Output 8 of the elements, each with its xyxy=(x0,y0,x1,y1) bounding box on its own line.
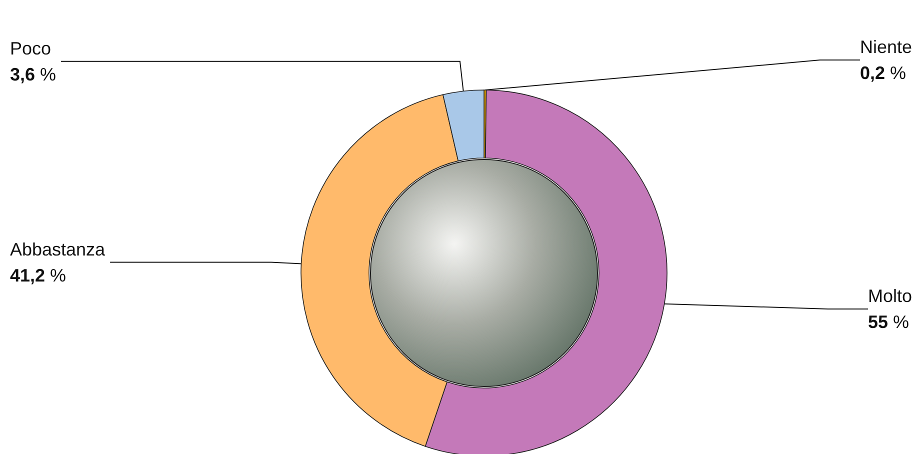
slice-label: Poco xyxy=(10,38,52,58)
slice-label: Abbastanza xyxy=(10,239,106,260)
data-label: 3,6 % xyxy=(10,64,56,84)
slice-label: Niente xyxy=(860,37,912,58)
data-label: 41,2 % xyxy=(10,265,66,286)
slice-label: Molto xyxy=(868,286,912,306)
data-label: 0,2 % xyxy=(860,63,906,84)
data-label: 55 % xyxy=(868,312,910,332)
